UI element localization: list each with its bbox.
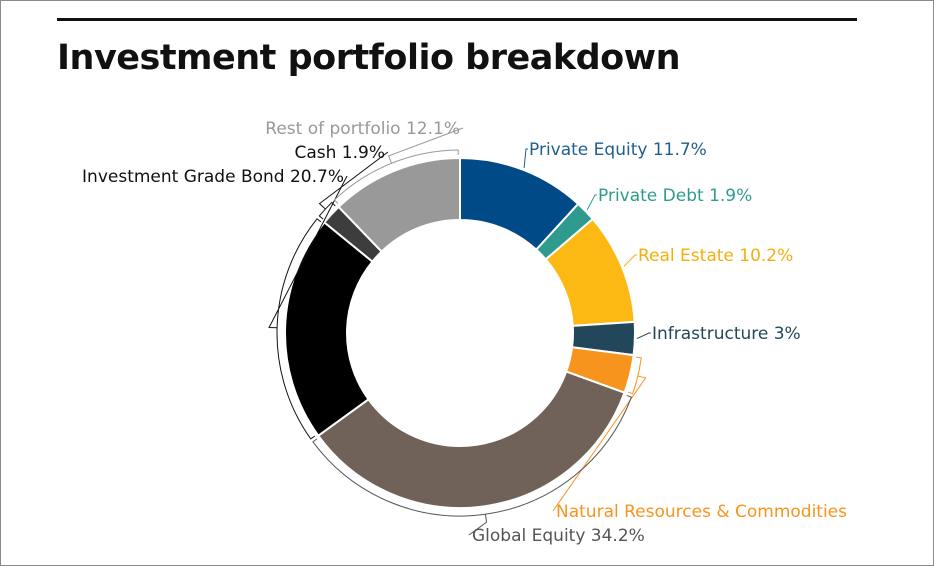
label-rest-of-portfolio: Rest of portfolio 12.1% [265,119,460,139]
slice-investment-grade-bond [284,221,374,438]
label-cash: Cash 1.9% [294,143,385,163]
leader-private-debt [586,194,597,211]
donut-slices [284,156,636,509]
slice-labels: Private Equity 11.7% Private Debt 1.9% Rea… [82,119,847,546]
label-infrastructure: Infrastructure 3% [652,324,801,344]
leader-rest-of-portfolio [333,127,464,204]
leader-infrastructure [636,332,651,340]
label-private-debt: Private Debt 1.9% [598,186,752,206]
label-global-equity: Global Equity 34.2% [472,526,645,546]
slice-global-equity [316,370,626,509]
label-leaders [268,127,651,536]
leader-investment-grade-bond [268,175,348,440]
label-private-equity: Private Equity 11.7% [529,140,707,160]
leader-real-estate [623,254,637,267]
label-natural-resources-and-commodities: Natural Resources & Commodities [556,502,847,522]
title-top-rule [57,18,857,21]
chart-title: Investment portfolio breakdown [57,38,680,78]
leader-private-equity [523,148,528,169]
leader-global-equity [312,394,633,536]
label-investment-grade-bond: Investment Grade Bond 20.7% [82,167,344,187]
leader-natural-resources-and-commodities [552,356,647,512]
label-real-estate: Real Estate 10.2% [638,246,793,266]
leader-cash [318,151,389,220]
slice-rest-of-portfolio [337,156,461,254]
